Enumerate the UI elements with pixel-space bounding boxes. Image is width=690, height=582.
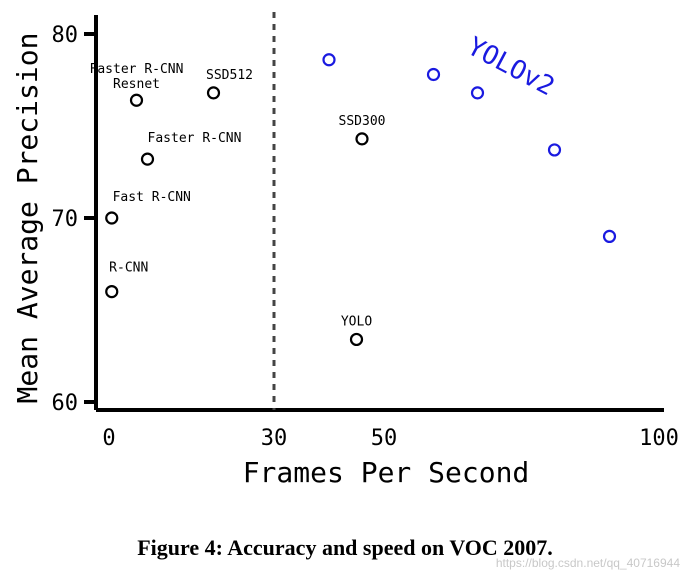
detector-point (206, 86, 221, 100)
yolov2-point (426, 67, 441, 82)
detector-point (129, 93, 144, 107)
x-tick-label: 30 (261, 426, 288, 451)
x-tick-label: 100 (639, 426, 679, 451)
point-label: Faster R-CNN (148, 131, 242, 146)
yolov2-point (602, 229, 617, 243)
detector-point (349, 332, 364, 347)
data-points (105, 53, 617, 347)
y-axis-label: Mean Average Precision (11, 33, 44, 404)
point-label: Fast R-CNN (113, 190, 191, 205)
y-tick-label: 80 (52, 23, 79, 48)
scatter-chart: 60 70 80 0 30 50 100 R-CNN Fast R-CNN Faster R-… (11, 12, 679, 489)
detector-point (105, 211, 119, 225)
series-label-yolov2: YOLOv2 (462, 32, 559, 103)
y-tick-label: 70 (52, 207, 79, 232)
point-label: SSD512 (206, 68, 253, 83)
detector-point (355, 132, 369, 146)
y-ticks: 60 70 80 (52, 23, 96, 416)
point-label: R-CNN (109, 261, 148, 276)
x-tick-label: 50 (371, 426, 398, 451)
yolov2-point (322, 53, 336, 67)
y-tick-label: 60 (52, 391, 79, 416)
detector-point (105, 285, 119, 299)
detector-point (140, 152, 155, 166)
watermark: https://blog.csdn.net/qq_40716944 (495, 556, 680, 570)
x-axis-label: Frames Per Second (243, 456, 530, 489)
x-tick-label: 0 (102, 426, 115, 451)
point-label: YOLO (341, 314, 372, 329)
point-label: Faster R-CNN Resnet (90, 62, 184, 92)
yolov2-point (470, 86, 485, 100)
point-labels: R-CNN Fast R-CNN Faster R-CNN Faster R-CNN R… (90, 62, 386, 329)
point-label: SSD300 (339, 114, 386, 129)
figure-caption: Figure 4: Accuracy and speed on VOC 2007… (137, 535, 553, 560)
yolov2-point (547, 143, 562, 157)
x-ticks: 0 30 50 100 (102, 426, 679, 451)
